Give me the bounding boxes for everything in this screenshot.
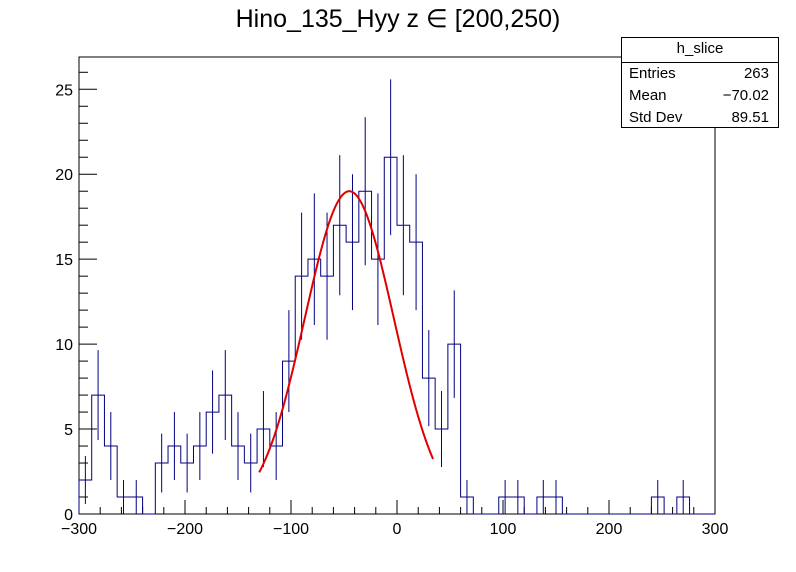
stats-row-stddev: Std Dev 89.51 <box>622 107 778 129</box>
axes: −300 −200 −100 0 100 200 300 0 5 10 15 20 25 <box>55 71 729 538</box>
x-tick-label: −200 <box>167 521 203 538</box>
stats-row-mean: Mean −70.02 <box>622 85 778 107</box>
stats-box-name: h_slice <box>622 38 778 63</box>
stats-label: Mean <box>629 87 667 104</box>
x-tick-label: 200 <box>596 521 623 538</box>
y-tick-label: 20 <box>55 167 73 184</box>
gaussian-fit <box>258 190 434 473</box>
y-tick-label: 0 <box>64 507 73 524</box>
x-tick-label: 300 <box>702 521 729 538</box>
x-tick-label: −100 <box>273 521 309 538</box>
x-tick-label: 100 <box>490 521 517 538</box>
stats-value: 89.51 <box>731 109 769 126</box>
y-tick-label: 5 <box>64 422 73 439</box>
stats-label: Entries <box>629 65 676 82</box>
stats-box: h_slice Entries 263 Mean −70.02 Std Dev … <box>621 37 779 128</box>
y-tick-label: 10 <box>55 337 73 354</box>
histogram-outline <box>78 156 715 515</box>
stats-value: 263 <box>743 65 769 82</box>
x-tick-label: 0 <box>393 521 402 538</box>
chart-title: Hino_135_Hyy z ∈ [200,250) <box>235 5 561 33</box>
stats-value: −70.02 <box>722 87 769 104</box>
stats-label: Std Dev <box>629 109 683 126</box>
y-tick-label: 25 <box>55 82 73 99</box>
histogram-bins <box>78 156 715 515</box>
error-bars <box>84 79 684 514</box>
stats-row-entries: Entries 263 <box>622 63 778 85</box>
fit-curve <box>258 190 434 473</box>
x-tick-label: −300 <box>61 521 97 538</box>
y-tick-label: 15 <box>55 252 73 269</box>
